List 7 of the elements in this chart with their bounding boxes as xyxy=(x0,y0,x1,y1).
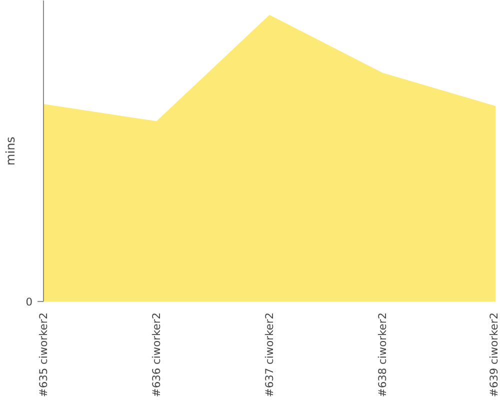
y-axis-title: mins xyxy=(4,136,18,166)
x-tick-label: #639 ciworker2 xyxy=(488,312,500,398)
x-tick-label: #636 ciworker2 xyxy=(150,312,163,398)
x-tick-label: #638 ciworker2 xyxy=(376,312,389,398)
x-tick-label: #635 ciworker2 xyxy=(37,312,50,398)
annotation: 0 xyxy=(26,296,33,308)
x-tick-label: #637 ciworker2 xyxy=(263,312,276,398)
